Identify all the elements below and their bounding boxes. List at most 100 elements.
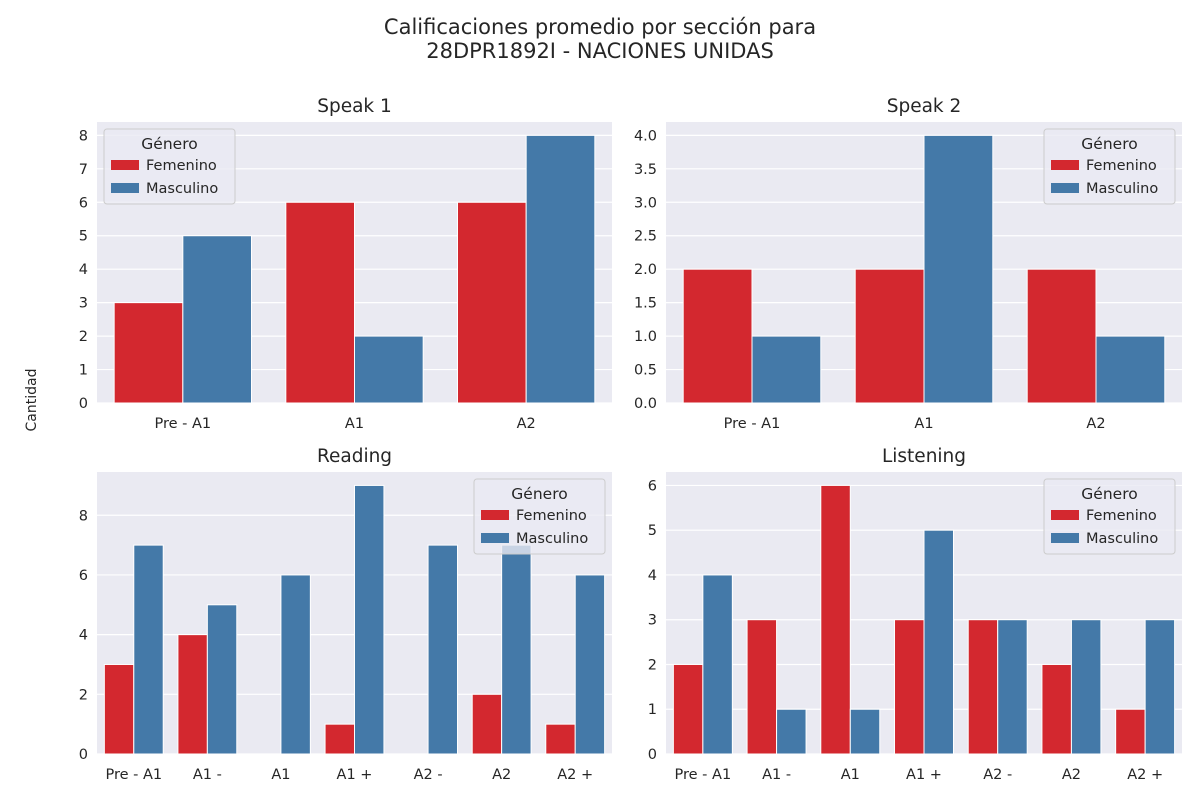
bar xyxy=(354,484,385,755)
y-tick-label: 3 xyxy=(648,613,657,629)
subplot-title: Listening xyxy=(882,446,966,467)
subplot-title: Speak 1 xyxy=(317,96,392,117)
y-tick-label: 2 xyxy=(648,657,657,673)
bar xyxy=(997,619,1028,755)
bar xyxy=(1115,708,1146,755)
y-tick-label: 2.5 xyxy=(634,229,657,245)
legend-title: Género xyxy=(141,135,197,153)
bar xyxy=(501,544,532,755)
y-tick-label: 8 xyxy=(79,508,88,524)
legend-entry: Femenino xyxy=(146,158,217,174)
legend-swatch xyxy=(1051,160,1079,170)
x-tick-label: A1 - xyxy=(193,767,222,783)
bar xyxy=(1041,663,1072,755)
x-tick-label: A2 xyxy=(492,767,511,783)
bar xyxy=(1070,619,1102,755)
y-tick-label: 3.5 xyxy=(634,162,657,178)
x-tick-label: A1 - xyxy=(762,767,791,783)
x-tick-label: A1 xyxy=(271,767,290,783)
subplot-title: Speak 2 xyxy=(887,96,962,117)
y-tick-label: 4 xyxy=(79,262,88,278)
y-tick-label: 5 xyxy=(79,229,88,245)
bar xyxy=(849,708,881,755)
bar xyxy=(574,574,606,755)
y-tick-label: 6 xyxy=(648,478,657,494)
legend-swatch xyxy=(111,160,139,170)
figure-title-line1: Calificaciones promedio por sección para xyxy=(383,15,817,39)
bar xyxy=(457,201,527,404)
y-tick-label: 6 xyxy=(79,568,88,584)
bar xyxy=(923,529,954,755)
legend-entry: Femenino xyxy=(1086,508,1157,524)
legend-swatch xyxy=(481,533,509,543)
y-tick-label: 2.0 xyxy=(634,262,657,278)
x-tick-label: A1 xyxy=(841,767,860,783)
bar xyxy=(427,544,459,755)
x-tick-label: Pre - A1 xyxy=(155,416,212,432)
figure-title-line2: 28DPR1892I - NACIONES UNIDAS xyxy=(426,39,774,63)
legend-title: Género xyxy=(511,485,567,503)
y-tick-label: 5 xyxy=(648,523,657,539)
x-tick-label: A2 + xyxy=(1127,767,1163,783)
y-tick-label: 0.5 xyxy=(634,363,657,379)
x-tick-label: A1 xyxy=(914,416,933,432)
bar xyxy=(854,268,925,404)
bar xyxy=(672,663,704,755)
bar xyxy=(471,693,503,755)
x-tick-label: A2 - xyxy=(414,767,443,783)
y-tick-label: 1 xyxy=(648,702,657,718)
bar xyxy=(751,335,822,404)
x-tick-label: Pre - A1 xyxy=(724,416,781,432)
y-tick-label: 8 xyxy=(79,128,88,144)
y-tick-label: 0 xyxy=(79,747,88,763)
legend-swatch xyxy=(111,183,139,193)
bar xyxy=(1095,335,1166,404)
x-tick-label: A2 xyxy=(1062,767,1081,783)
x-tick-label: Pre - A1 xyxy=(675,767,732,783)
bar xyxy=(206,604,238,755)
y-tick-label: 3 xyxy=(79,296,88,312)
legend-swatch xyxy=(1051,533,1079,543)
bar xyxy=(525,134,596,404)
bar xyxy=(820,484,851,755)
y-tick-label: 2 xyxy=(79,329,88,345)
y-tick-label: 4 xyxy=(79,628,88,644)
bar xyxy=(177,634,208,755)
bar xyxy=(894,619,925,755)
legend-swatch xyxy=(481,510,509,520)
bar xyxy=(545,723,576,755)
bar xyxy=(354,335,424,404)
bar xyxy=(280,574,311,755)
legend-entry: Masculino xyxy=(1086,181,1158,197)
legend-entry: Masculino xyxy=(146,181,218,197)
bar xyxy=(746,619,778,755)
bar xyxy=(113,302,184,404)
bar xyxy=(923,134,994,404)
legend-swatch xyxy=(1051,183,1079,193)
bar xyxy=(285,201,356,404)
x-tick-label: A2 xyxy=(1086,416,1105,432)
y-tick-label: 0.0 xyxy=(634,396,657,412)
legend-title: Género xyxy=(1081,485,1137,503)
bar xyxy=(133,544,164,755)
subplot-title: Reading xyxy=(317,446,392,467)
x-tick-label: A1 + xyxy=(906,767,942,783)
x-tick-label: Pre - A1 xyxy=(105,767,162,783)
y-tick-label: 4.0 xyxy=(634,128,657,144)
legend-swatch xyxy=(1051,510,1079,520)
legend-entry: Femenino xyxy=(516,508,587,524)
bar xyxy=(103,663,135,755)
x-tick-label: A2 xyxy=(517,416,536,432)
y-tick-label: 1.5 xyxy=(634,296,657,312)
x-tick-label: A2 - xyxy=(983,767,1012,783)
bar xyxy=(182,235,252,404)
bar xyxy=(776,708,807,755)
x-tick-label: A2 + xyxy=(557,767,593,783)
y-tick-label: 6 xyxy=(79,195,88,211)
legend-entry: Masculino xyxy=(1086,531,1158,547)
bar xyxy=(1026,268,1097,404)
y-tick-label: 1 xyxy=(79,363,88,379)
y-tick-label: 1.0 xyxy=(634,329,657,345)
y-tick-label: 3.0 xyxy=(634,195,657,211)
